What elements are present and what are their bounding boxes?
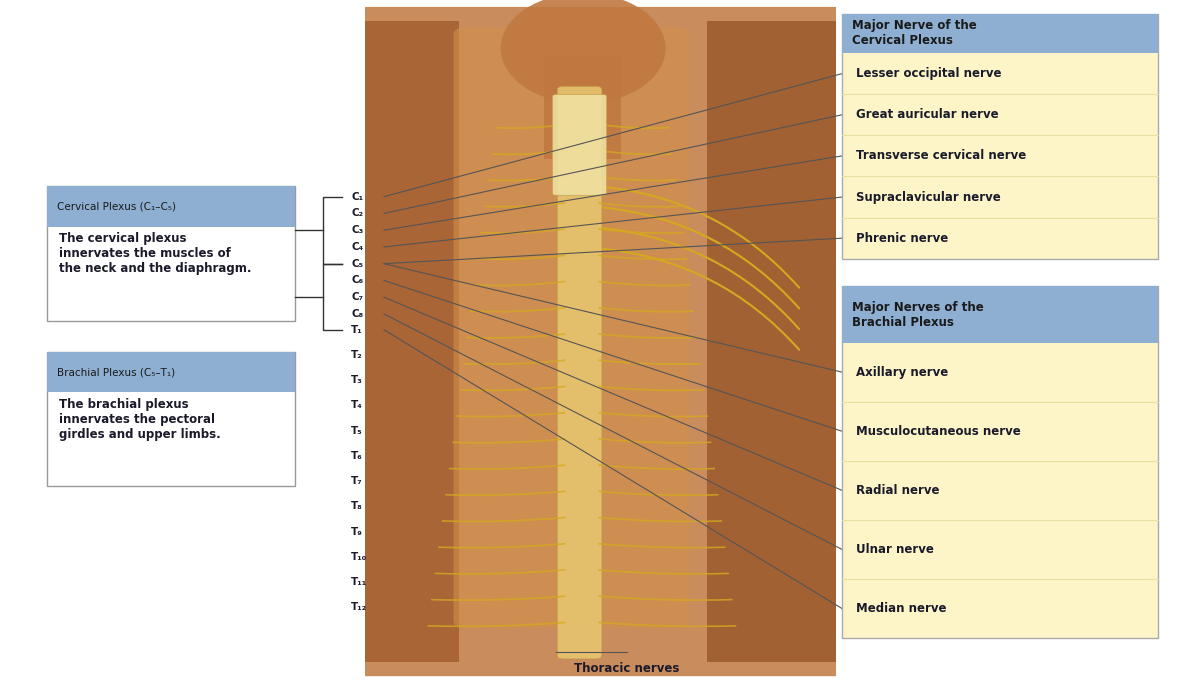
Text: Transverse cervical nerve: Transverse cervical nerve [856, 149, 1027, 162]
Text: The cervical plexus
innervates the muscles of
the neck and the diaphragm.: The cervical plexus innervates the muscl… [59, 233, 251, 275]
Bar [47, 352, 294, 486]
FancyBboxPatch shape [342, 7, 860, 676]
Bar [47, 352, 294, 392]
Text: Cervical Plexus (C₁–C₅): Cervical Plexus (C₁–C₅) [57, 201, 176, 211]
Bar [47, 186, 294, 227]
Text: C₃: C₃ [351, 225, 363, 235]
Text: C₅: C₅ [351, 259, 363, 268]
Text: T₁₀: T₁₀ [351, 552, 368, 562]
Text: C₄: C₄ [351, 242, 363, 252]
Text: T₂: T₂ [351, 350, 363, 360]
Bar [47, 186, 294, 321]
Text: C₆: C₆ [351, 275, 363, 286]
FancyBboxPatch shape [454, 28, 689, 628]
Text: Musculocutaneous nerve: Musculocutaneous nerve [856, 425, 1021, 438]
Text: Great auricular nerve: Great auricular nerve [856, 108, 999, 121]
Bar [842, 14, 1158, 53]
Text: Radial nerve: Radial nerve [856, 484, 940, 497]
FancyBboxPatch shape [836, 0, 1178, 690]
Text: Thoracic nerves: Thoracic nerves [574, 662, 680, 676]
Text: Brachial Plexus (C₅–T₁): Brachial Plexus (C₅–T₁) [57, 367, 174, 377]
Bar [842, 286, 1158, 343]
Text: T₁: T₁ [351, 325, 363, 335]
Text: C₇: C₇ [351, 292, 363, 302]
Text: T₄: T₄ [351, 400, 363, 411]
Bar [842, 286, 1158, 638]
Text: T₇: T₇ [351, 476, 363, 486]
Text: Phrenic nerve: Phrenic nerve [856, 232, 948, 245]
FancyBboxPatch shape [0, 0, 365, 690]
FancyBboxPatch shape [557, 86, 602, 659]
Text: The brachial plexus
innervates the pectoral
girdles and upper limbs.: The brachial plexus innervates the pecto… [59, 398, 220, 441]
Text: Median nerve: Median nerve [856, 602, 947, 615]
FancyBboxPatch shape [707, 21, 836, 662]
Text: T₁₁: T₁₁ [351, 577, 368, 587]
Text: Lesser occipital nerve: Lesser occipital nerve [856, 67, 1002, 80]
FancyBboxPatch shape [552, 95, 607, 195]
Text: Major Nerves of the
Brachial Plexus: Major Nerves of the Brachial Plexus [852, 301, 984, 328]
Text: T₉: T₉ [351, 526, 363, 537]
Text: T₃: T₃ [351, 375, 363, 385]
Text: T₆: T₆ [351, 451, 363, 461]
FancyBboxPatch shape [365, 21, 459, 662]
Text: Axillary nerve: Axillary nerve [856, 366, 948, 379]
Text: C₈: C₈ [351, 309, 363, 319]
Text: Ulnar nerve: Ulnar nerve [856, 543, 934, 556]
Text: Supraclavicular nerve: Supraclavicular nerve [856, 190, 1001, 204]
Text: T₅: T₅ [351, 426, 363, 435]
Text: T₈: T₈ [351, 502, 363, 511]
Bar [842, 14, 1158, 259]
Text: C₁: C₁ [351, 192, 363, 201]
Text: Major Nerve of the
Cervical Plexus: Major Nerve of the Cervical Plexus [852, 19, 977, 48]
FancyBboxPatch shape [544, 55, 621, 159]
Ellipse shape [501, 0, 666, 104]
Text: T₁₂: T₁₂ [351, 602, 368, 612]
Text: C₂: C₂ [351, 208, 363, 219]
